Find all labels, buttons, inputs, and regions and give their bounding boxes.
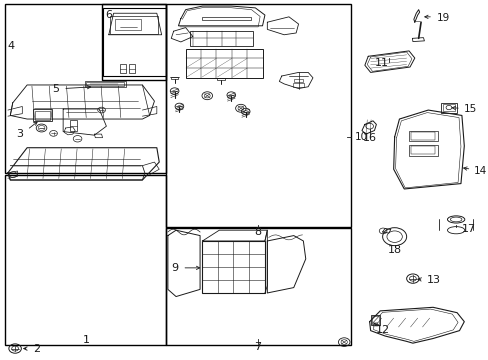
- Text: 8: 8: [254, 227, 261, 237]
- Bar: [102, 4, 166, 80]
- Text: 14: 14: [472, 166, 486, 176]
- Bar: [442, 104, 454, 111]
- Text: 19: 19: [436, 13, 449, 23]
- Bar: [35, 111, 50, 120]
- Bar: [86, 82, 124, 86]
- Bar: [84, 81, 125, 87]
- Bar: [70, 121, 77, 131]
- Text: 4: 4: [8, 41, 15, 50]
- Text: 7: 7: [254, 342, 261, 352]
- Bar: [294, 79, 302, 82]
- Text: 3: 3: [17, 129, 23, 139]
- Bar: [166, 4, 351, 226]
- Bar: [166, 228, 351, 345]
- Bar: [190, 31, 252, 45]
- Bar: [33, 109, 52, 121]
- Text: 18: 18: [387, 244, 401, 255]
- Bar: [408, 131, 437, 141]
- Bar: [410, 146, 435, 154]
- Text: 15: 15: [463, 104, 476, 114]
- Bar: [440, 103, 456, 113]
- Text: 5: 5: [52, 84, 60, 94]
- Bar: [5, 4, 166, 173]
- Bar: [5, 175, 166, 345]
- Text: 17: 17: [461, 225, 475, 234]
- Bar: [185, 49, 262, 78]
- Bar: [102, 8, 166, 76]
- Bar: [129, 64, 135, 73]
- Text: 11: 11: [374, 58, 388, 68]
- Text: 1: 1: [82, 334, 89, 345]
- Bar: [292, 83, 304, 87]
- Text: 10: 10: [354, 132, 367, 142]
- Bar: [408, 145, 437, 156]
- Text: 16: 16: [362, 133, 376, 143]
- Bar: [115, 19, 141, 30]
- Bar: [370, 315, 380, 325]
- Bar: [202, 17, 250, 21]
- Bar: [217, 78, 224, 80]
- Text: 2: 2: [33, 343, 41, 354]
- Text: 12: 12: [375, 325, 389, 335]
- Text: 6: 6: [105, 10, 112, 20]
- Bar: [371, 316, 378, 324]
- Bar: [110, 16, 158, 34]
- Bar: [120, 64, 125, 73]
- Text: 13: 13: [427, 275, 440, 285]
- Bar: [202, 241, 264, 293]
- Bar: [410, 132, 435, 140]
- Bar: [170, 77, 178, 79]
- Text: 9: 9: [171, 263, 178, 273]
